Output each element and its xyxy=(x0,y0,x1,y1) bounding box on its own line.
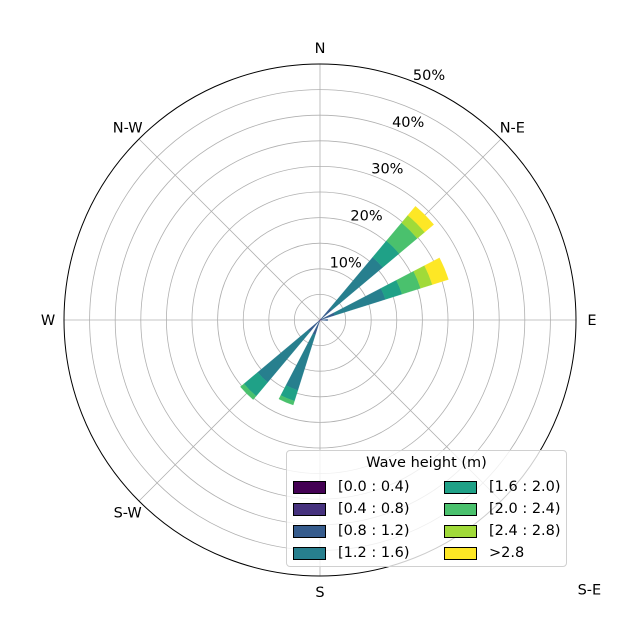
direction-labels: N N-E E S-E S S-W W N-W xyxy=(41,41,601,601)
legend-swatch xyxy=(293,524,326,538)
outer-frame xyxy=(63,63,577,577)
legend-label: [0.0 : 0.4) xyxy=(338,479,410,495)
radial-tick-label: 30% xyxy=(371,162,403,178)
radial-tick-label: 40% xyxy=(392,115,424,131)
direction-label: N-W xyxy=(113,121,143,137)
legend-label: [0.8 : 1.2) xyxy=(338,523,410,539)
legend-label: [1.6 : 2.0) xyxy=(489,479,561,495)
radial-tick-label: 10% xyxy=(330,255,362,271)
direction-label: S-W xyxy=(114,505,142,521)
radial-tick-label: 50% xyxy=(413,68,445,84)
legend-item: [2.4 : 2.8) xyxy=(444,521,561,541)
bar-segment-dir-2-bin-2 xyxy=(321,319,328,321)
legend-label: [2.0 : 2.4) xyxy=(489,501,561,517)
bar-segment-dir-3-bin-5 xyxy=(278,395,295,406)
wind-rose-bars xyxy=(240,206,449,406)
direction-label: W xyxy=(41,313,55,329)
legend-item: >2.8 xyxy=(444,543,524,563)
legend-swatch xyxy=(293,502,326,516)
direction-label: N-E xyxy=(500,121,525,137)
direction-label: S-E xyxy=(578,582,602,598)
legend-swatch xyxy=(444,524,477,538)
bar-segment-dir-0-bin-7 xyxy=(407,206,434,233)
direction-label: S xyxy=(315,585,324,601)
legend-label: [1.2 : 1.6) xyxy=(338,545,410,561)
legend-label: >2.8 xyxy=(489,545,525,561)
legend: Wave height (m) [0.0 : 0.4) [0.4 : 0.8) [0… xyxy=(286,450,567,567)
grid-spoke xyxy=(138,138,321,321)
legend-item: [0.8 : 1.2) xyxy=(293,521,410,541)
radial-tick-labels: 10% 20% 30% 40% 50% xyxy=(330,68,446,271)
bar-segment-dir-4-bin-5 xyxy=(240,383,257,400)
legend-swatch xyxy=(293,546,326,560)
legend-swatch xyxy=(293,480,326,494)
legend-swatch xyxy=(444,502,477,516)
legend-item: [1.6 : 2.0) xyxy=(444,477,561,497)
bar-segment-dir-1-bin-7 xyxy=(424,257,449,285)
legend-item: [2.0 : 2.4) xyxy=(444,499,561,519)
legend-swatch xyxy=(444,480,477,494)
legend-item: [1.2 : 1.6) xyxy=(293,543,410,563)
legend-item: [0.0 : 0.4) xyxy=(293,477,410,497)
legend-label: [0.4 : 0.8) xyxy=(338,501,410,517)
direction-label: N xyxy=(315,41,326,57)
legend-swatch xyxy=(444,546,477,560)
radial-tick-label: 20% xyxy=(350,208,382,224)
legend-title: Wave height (m) xyxy=(366,455,487,471)
legend-item: [0.4 : 0.8) xyxy=(293,499,410,519)
direction-label: E xyxy=(587,313,596,329)
legend-label: [2.4 : 2.8) xyxy=(489,523,561,539)
